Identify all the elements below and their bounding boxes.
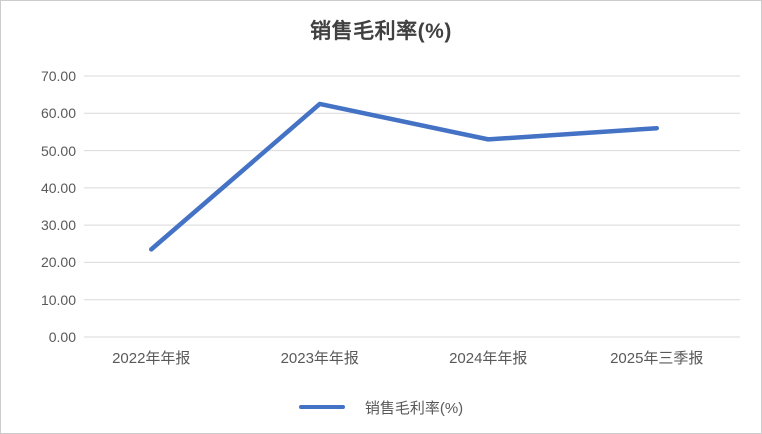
chart-title: 销售毛利率(%) <box>310 20 452 43</box>
series-line <box>149 101 659 252</box>
y-axis-tick-label: 50.00 <box>40 142 76 159</box>
x-axis-category-label: 2022年年报 <box>112 350 191 367</box>
x-axis-category-label: 2023年年报 <box>280 350 359 367</box>
y-axis-tick-label: 70.00 <box>40 68 76 84</box>
y-axis-tick-label: 30.00 <box>40 217 76 234</box>
x-axis-labels: 2022年年报 2023年年报 2024年年报 2025年三季报 <box>1 349 761 371</box>
y-axis-labels: 0.00 10.00 20.00 30.00 40.00 50.00 60.00 70.00 <box>1 1 76 433</box>
x-axis-category-label: 2025年三季报 <box>610 350 704 367</box>
y-axis-tick-label: 60.00 <box>40 105 76 122</box>
legend-label: 销售毛利率(%) <box>364 399 464 417</box>
x-axis-category-label: 2024年年报 <box>449 350 528 367</box>
y-axis-tick-label: 10.00 <box>40 291 76 308</box>
legend-line-swatch <box>298 404 345 410</box>
legend: 销售毛利率(%) <box>1 394 761 420</box>
y-axis-tick-label: 40.00 <box>40 179 76 196</box>
y-axis-tick-label: 20.00 <box>40 254 76 271</box>
y-axis-tick-label: 0.00 <box>48 329 76 345</box>
